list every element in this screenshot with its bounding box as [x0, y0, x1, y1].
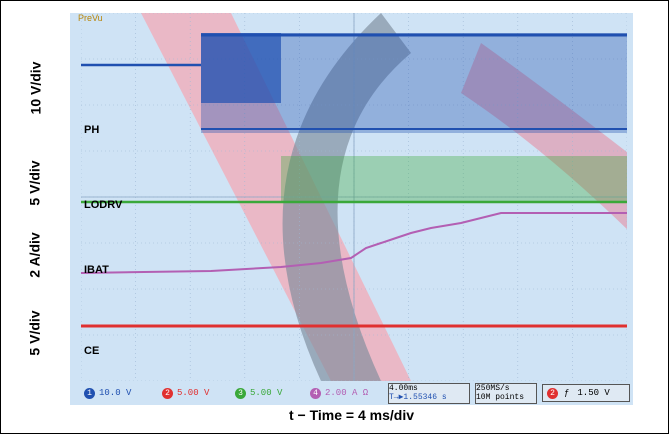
ch3-icon: 3: [235, 387, 246, 399]
lodrv-trace-pulses: [281, 156, 627, 202]
trigger-box: 2 ƒ 1.50 V: [542, 384, 630, 402]
trigger-position: T→▶1.55346 s: [389, 393, 447, 402]
x-axis-label: t − Time = 4 ms/div: [288, 407, 415, 423]
ylabel-ibat: 2 A/div: [26, 232, 43, 278]
series-label-ph: PH: [84, 124, 100, 136]
ch2-scale: 2 5.00 V: [162, 385, 209, 401]
sample-rate: 250MS/s: [476, 384, 510, 393]
timebase-value: 4.00ms: [389, 384, 418, 393]
trigger-slope-icon: ƒ: [564, 388, 570, 398]
ylabel-ph: 10 V/div: [26, 61, 43, 114]
series-label-ibat: IBAT: [84, 264, 109, 276]
ibat-trace: [81, 212, 627, 274]
series-label-ce: CE: [84, 345, 100, 357]
watermark-arc-red: [461, 43, 627, 230]
ch4-icon: 4: [310, 387, 321, 399]
ylabel-ce: 5 V/div: [26, 309, 43, 356]
ch1-icon: 1: [84, 387, 95, 399]
trigger-channel-icon: 2: [547, 387, 558, 399]
ch1-scale: 1 10.0 V: [84, 385, 131, 401]
ch3-scale: 3 5.00 V: [235, 385, 282, 401]
scope-status-bar: 1 10.0 V 2 5.00 V 3 5.00 V 4 2.00 A Ω 4.…: [70, 382, 633, 405]
preview-label: PreVu: [78, 13, 103, 23]
oscilloscope-screen: PreVu 1 10.0 V 2 5.00 V 3 5.00 V 4 2.00 …: [70, 13, 633, 405]
waveform-plot: [81, 13, 627, 381]
ch4-scale: 4 2.00 A Ω: [310, 385, 368, 401]
record-length: 10M points: [476, 393, 525, 402]
acquisition-box: 250MS/s 10M points: [475, 383, 537, 404]
ch2-icon: 2: [162, 387, 173, 399]
ph-trace-startup-burst: [201, 33, 281, 103]
timebase-box: 4.00ms T→▶1.55346 s: [388, 383, 470, 404]
trigger-level: 1.50 V: [577, 388, 610, 398]
watermark-arc-gray: [282, 13, 411, 381]
series-label-lodrv: LODRV: [84, 199, 123, 211]
